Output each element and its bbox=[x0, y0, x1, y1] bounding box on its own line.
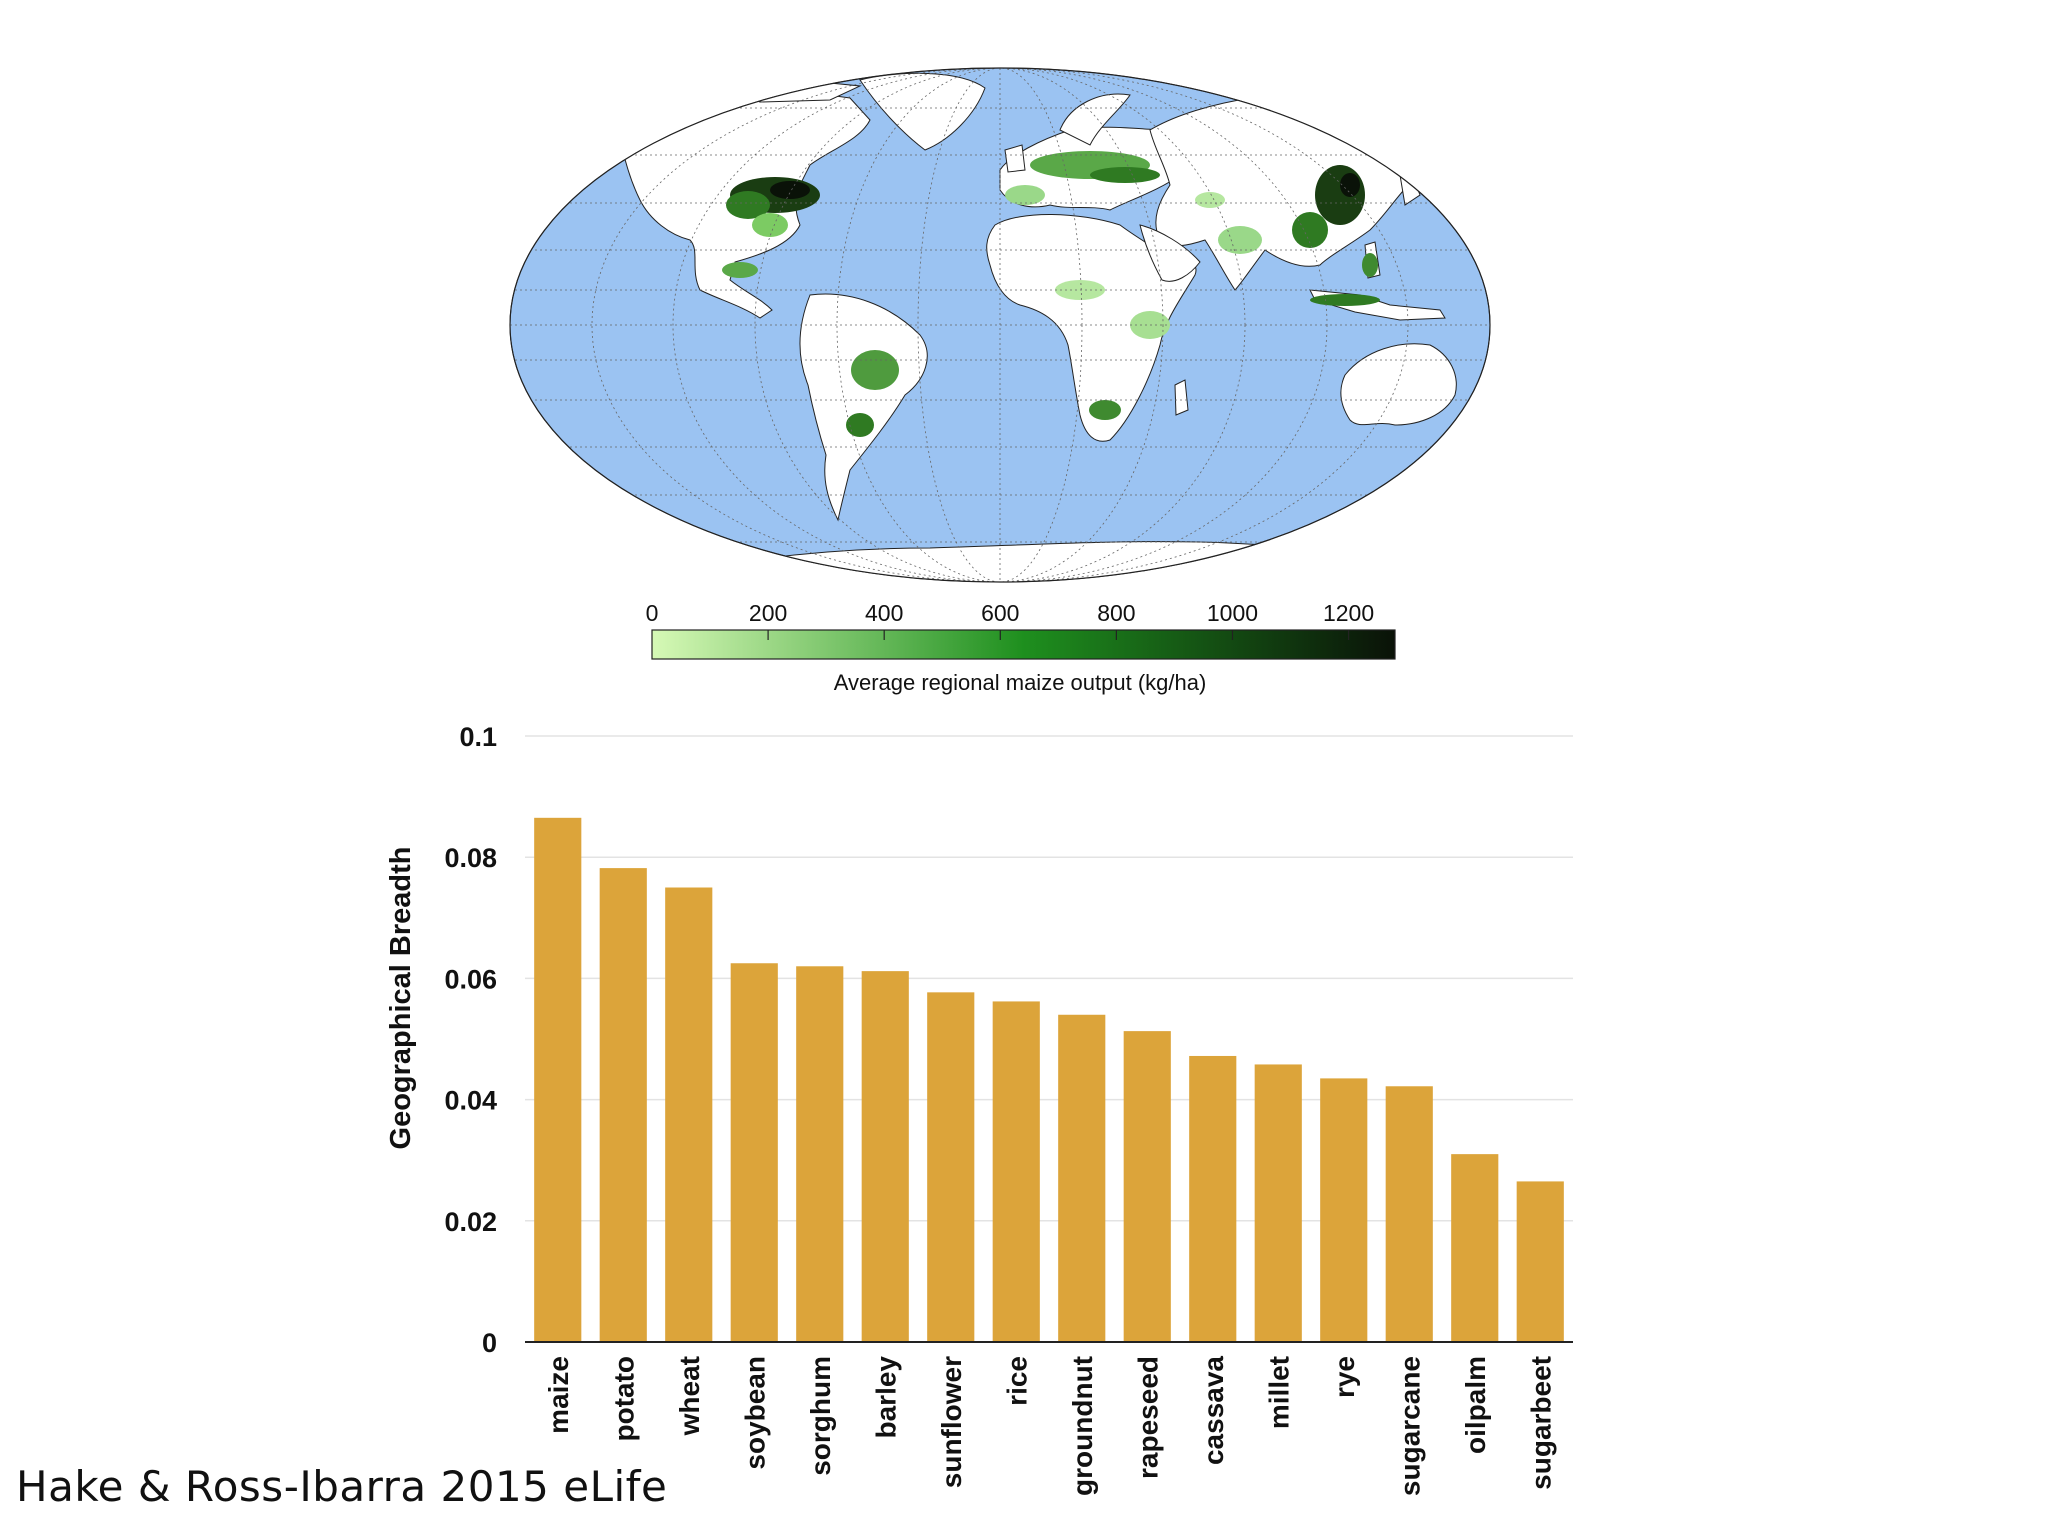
colorbar-tick-label: 600 bbox=[981, 600, 1019, 626]
bar-potato bbox=[599, 868, 647, 1342]
y-tick-label: 0.02 bbox=[444, 1207, 497, 1237]
y-tick-label: 0.1 bbox=[459, 722, 497, 752]
bar-millet bbox=[1254, 1064, 1302, 1342]
bar-rye bbox=[1320, 1078, 1368, 1342]
maize-output-patches bbox=[722, 151, 1380, 437]
bar-sugarbeet bbox=[1516, 1181, 1564, 1342]
x-tick-label-cassava: cassava bbox=[1198, 1356, 1229, 1465]
colorbar-label: Average regional maize output (kg/ha) bbox=[834, 670, 1207, 695]
colorbar: 0 200 400 600 800 1000 1200 Average regional m… bbox=[646, 600, 1396, 695]
colorbar-tick-labels: 0 200 400 600 800 1000 1200 bbox=[646, 600, 1375, 626]
y-tick-label: 0.08 bbox=[444, 843, 497, 873]
x-tick-label-rice: rice bbox=[1001, 1356, 1032, 1406]
x-axis-tick-labels: maize potato wheat soybean sorghum barley sunf… bbox=[543, 1356, 1557, 1497]
citation: Hake & Ross-Ibarra 2015 eLife bbox=[16, 1462, 668, 1511]
bar-soybean bbox=[730, 963, 778, 1342]
x-tick-label-millet: millet bbox=[1263, 1356, 1294, 1429]
x-tick-label-sunflower: sunflower bbox=[936, 1356, 967, 1488]
alaska bbox=[558, 111, 641, 151]
bar-groundnut bbox=[1058, 1014, 1106, 1342]
bar-barley bbox=[861, 971, 909, 1342]
y-axis-tick-labels: 0 0.02 0.04 0.06 0.08 0.1 bbox=[444, 722, 497, 1358]
north-america bbox=[574, 92, 871, 319]
chart-bars bbox=[534, 817, 1564, 1342]
madagascar bbox=[1174, 379, 1189, 416]
south-america bbox=[799, 293, 928, 522]
bar-cassava bbox=[1189, 1055, 1237, 1342]
arabia bbox=[1139, 224, 1201, 282]
x-tick-label-soybean: soybean bbox=[739, 1356, 770, 1470]
x-tick-label-rapeseed: rapeseed bbox=[1132, 1356, 1163, 1479]
colorbar-tick-label: 0 bbox=[646, 600, 659, 626]
new-zealand bbox=[1474, 431, 1490, 463]
colorbar-tick-label: 1000 bbox=[1207, 600, 1258, 626]
bar-rapeseed bbox=[1123, 1031, 1171, 1342]
x-tick-label-sugarcane: sugarcane bbox=[1394, 1356, 1425, 1496]
colorbar-tick-label: 400 bbox=[865, 600, 903, 626]
y-tick-label: 0.06 bbox=[444, 964, 497, 994]
colorbar-tick-label: 1200 bbox=[1323, 600, 1374, 626]
colorbar-gradient bbox=[651, 629, 1396, 660]
colorbar-tick-label: 800 bbox=[1097, 600, 1135, 626]
bar-maize bbox=[534, 817, 582, 1342]
africa bbox=[986, 214, 1197, 442]
x-tick-label-sugarbeet: sugarbeet bbox=[1525, 1356, 1556, 1490]
bar-sugarcane bbox=[1385, 1086, 1433, 1342]
world-map bbox=[509, 67, 1491, 583]
uk bbox=[1004, 144, 1026, 173]
y-axis-label: Geographical Breadth bbox=[385, 847, 417, 1150]
x-tick-label-barley: barley bbox=[870, 1356, 901, 1439]
bar-sunflower bbox=[927, 992, 975, 1342]
bar-rice bbox=[992, 1001, 1040, 1342]
bar-oilpalm bbox=[1451, 1154, 1499, 1342]
x-tick-label-potato: potato bbox=[608, 1356, 639, 1442]
x-tick-label-rye: rye bbox=[1329, 1356, 1360, 1398]
bar-sorghum bbox=[796, 966, 844, 1342]
australia bbox=[1340, 343, 1457, 426]
x-tick-label-oilpalm: oilpalm bbox=[1460, 1356, 1491, 1454]
bar-chart: 0 0.02 0.04 0.06 0.08 0.1 maize potato wheat soy… bbox=[385, 722, 1573, 1496]
x-tick-label-sorghum: sorghum bbox=[805, 1356, 836, 1476]
greenland bbox=[859, 72, 986, 151]
scandinavia bbox=[1059, 93, 1131, 146]
x-tick-label-maize: maize bbox=[543, 1356, 574, 1434]
bar-wheat bbox=[665, 887, 713, 1342]
colorbar-ticks bbox=[767, 630, 1350, 640]
y-tick-label: 0.04 bbox=[444, 1086, 497, 1116]
x-tick-label-groundnut: groundnut bbox=[1067, 1356, 1098, 1496]
y-tick-label: 0 bbox=[482, 1328, 497, 1358]
x-tick-label-wheat: wheat bbox=[674, 1356, 705, 1436]
colorbar-tick-label: 200 bbox=[749, 600, 787, 626]
